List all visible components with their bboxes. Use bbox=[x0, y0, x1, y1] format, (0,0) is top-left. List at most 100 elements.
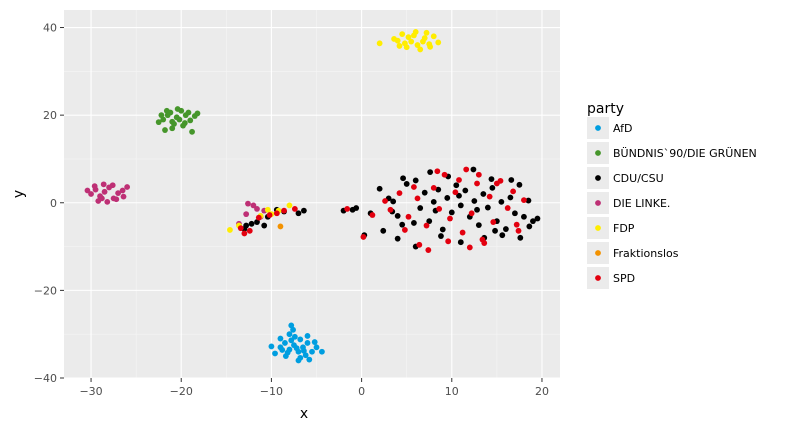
point-die-linke bbox=[104, 198, 111, 205]
point-fraktionslos bbox=[277, 223, 284, 230]
point-die-linke bbox=[84, 187, 91, 194]
x-tick-label: −20 bbox=[170, 385, 193, 398]
point-die-linke bbox=[91, 183, 98, 190]
point-afd bbox=[297, 336, 304, 343]
point-cdu-csu bbox=[456, 192, 462, 199]
point-die-linke bbox=[245, 200, 251, 207]
point-afd bbox=[288, 322, 295, 329]
legend-label: AfD bbox=[613, 122, 632, 135]
minor-gridlines bbox=[64, 10, 560, 378]
legend: party AfD BÜNDNIS`90/DIE GRÜNEN CDU/CSU DIE… bbox=[587, 101, 757, 289]
point-b-ndnis-90-die-gr-nen bbox=[189, 128, 195, 135]
point-spd bbox=[360, 234, 367, 240]
point-afd bbox=[277, 335, 284, 342]
point-spd bbox=[521, 197, 527, 204]
point-cdu-csu bbox=[534, 215, 541, 222]
point-cdu-csu bbox=[261, 222, 268, 229]
point-b-ndnis-90-die-gr-nen bbox=[174, 106, 181, 112]
point-die-linke bbox=[124, 184, 131, 190]
point-cdu-csu bbox=[499, 232, 506, 239]
point-cdu-csu bbox=[507, 194, 514, 201]
point-cdu-csu bbox=[439, 226, 446, 233]
point-cdu-csu bbox=[526, 223, 533, 230]
point-spd bbox=[474, 180, 480, 187]
point-spd bbox=[452, 189, 459, 196]
point-afd bbox=[268, 343, 275, 350]
point-die-linke bbox=[88, 191, 94, 197]
point-cdu-csu bbox=[517, 234, 524, 241]
legend-label: DIE LINKE. bbox=[613, 197, 670, 210]
point-fdp bbox=[396, 43, 403, 49]
point-afd bbox=[304, 333, 311, 339]
point-b-ndnis-90-die-gr-nen bbox=[187, 117, 194, 124]
legend-swatch bbox=[595, 150, 601, 156]
point-die-linke bbox=[115, 190, 122, 197]
x-tick-label: 10 bbox=[445, 385, 459, 398]
point-cdu-csu bbox=[417, 205, 424, 211]
y-axis-ticks: −40 −20 0 20 40 bbox=[34, 22, 64, 385]
point-spd bbox=[246, 227, 253, 234]
point-spd bbox=[456, 177, 462, 183]
point-spd bbox=[237, 225, 244, 232]
x-tick-label: −10 bbox=[260, 385, 283, 398]
legend-swatch bbox=[595, 200, 601, 206]
point-spd bbox=[493, 180, 500, 187]
point-cdu-csu bbox=[400, 175, 406, 182]
point-afd bbox=[300, 347, 307, 354]
point-afd bbox=[311, 339, 318, 345]
point-fdp bbox=[401, 40, 408, 47]
point-cdu-csu bbox=[453, 182, 460, 189]
point-spd bbox=[416, 241, 423, 248]
legend-label: BÜNDNIS`90/DIE GRÜNEN bbox=[613, 147, 757, 160]
point-die-linke bbox=[100, 181, 107, 188]
point-afd bbox=[302, 352, 309, 359]
point-die-linke bbox=[109, 182, 116, 189]
point-spd bbox=[463, 166, 470, 173]
point-b-ndnis-90-die-gr-nen bbox=[181, 120, 188, 126]
point-spd bbox=[441, 171, 448, 178]
point-spd bbox=[401, 227, 408, 233]
point-cdu-csu bbox=[421, 189, 428, 196]
point-cdu-csu bbox=[502, 226, 509, 232]
legend-swatch bbox=[595, 275, 601, 281]
point-spd bbox=[515, 227, 522, 234]
point-die-linke bbox=[250, 202, 257, 209]
legend-swatch bbox=[595, 250, 601, 256]
point-spd bbox=[291, 205, 298, 212]
point-b-ndnis-90-die-gr-nen bbox=[171, 121, 177, 127]
point-cdu-csu bbox=[489, 184, 496, 191]
point-die-linke bbox=[120, 193, 127, 200]
point-b-ndnis-90-die-gr-nen bbox=[162, 127, 168, 133]
point-die-linke bbox=[119, 187, 126, 194]
point-b-ndnis-90-die-gr-nen bbox=[176, 116, 183, 123]
point-afd bbox=[304, 340, 311, 346]
point-cdu-csu bbox=[488, 176, 495, 183]
point-spd bbox=[387, 206, 394, 213]
point-cdu-csu bbox=[457, 239, 464, 246]
point-afd bbox=[293, 345, 300, 352]
point-spd bbox=[490, 219, 497, 225]
point-cdu-csu bbox=[516, 181, 523, 188]
point-die-linke bbox=[243, 211, 250, 218]
major-gridlines bbox=[64, 10, 560, 379]
point-afd bbox=[319, 348, 325, 355]
point-fdp bbox=[399, 31, 406, 37]
point-cdu-csu bbox=[498, 198, 505, 205]
point-b-ndnis-90-die-gr-nen bbox=[167, 109, 174, 116]
point-fdp bbox=[435, 39, 442, 46]
point-spd bbox=[273, 210, 280, 217]
point-spd bbox=[241, 230, 248, 237]
point-cdu-csu bbox=[457, 202, 464, 209]
point-b-ndnis-90-die-gr-nen bbox=[194, 110, 201, 117]
point-afd bbox=[286, 331, 293, 338]
point-spd bbox=[466, 244, 473, 251]
point-cdu-csu bbox=[411, 220, 417, 226]
point-fdp bbox=[427, 43, 434, 50]
point-cdu-csu bbox=[394, 235, 401, 242]
point-cdu-csu bbox=[448, 209, 455, 216]
y-tick-label: 0 bbox=[50, 197, 57, 210]
point-spd bbox=[344, 205, 351, 212]
point-fdp bbox=[417, 46, 424, 53]
point-cdu-csu bbox=[435, 186, 442, 193]
point-die-linke bbox=[113, 196, 120, 203]
